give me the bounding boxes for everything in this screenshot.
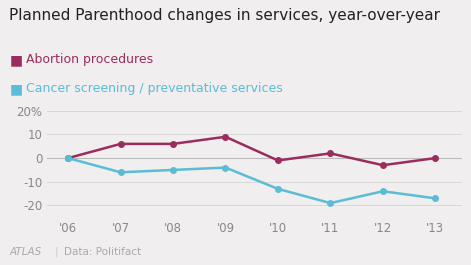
- Text: ATLAS: ATLAS: [9, 247, 41, 257]
- Text: Planned Parenthood changes in services, year-over-year: Planned Parenthood changes in services, …: [9, 8, 440, 23]
- Text: Cancer screening / preventative services: Cancer screening / preventative services: [26, 82, 283, 95]
- Text: ■: ■: [9, 82, 23, 96]
- Text: Data: Politifact: Data: Politifact: [64, 247, 141, 257]
- Text: ■: ■: [9, 53, 23, 67]
- Text: Abortion procedures: Abortion procedures: [26, 53, 153, 66]
- Text: |: |: [54, 246, 58, 257]
